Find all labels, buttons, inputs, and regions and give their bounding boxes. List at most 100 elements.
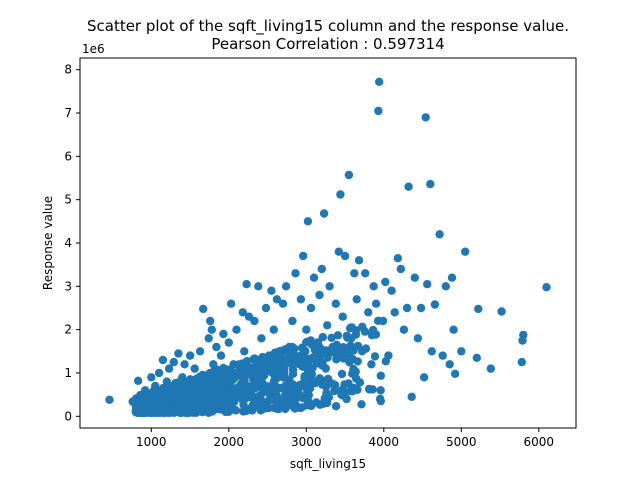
scatter-point	[151, 381, 160, 391]
cloud-point	[306, 362, 315, 372]
scatter-point	[384, 351, 393, 360]
cloud-point	[199, 384, 208, 393]
cloud-point	[288, 399, 297, 409]
cloud-point	[206, 385, 215, 394]
cloud-point	[201, 405, 211, 414]
x-tick-label: 2000	[214, 435, 245, 449]
scatter-point	[240, 347, 249, 356]
cloud-point	[368, 385, 377, 394]
cloud-point	[288, 365, 298, 374]
scatter-point	[402, 303, 412, 313]
y-axis-ticks: 0 1 2 3 4 5 6 7 8	[64, 63, 80, 423]
cloud-point	[261, 399, 271, 409]
cloud-point	[337, 347, 346, 356]
scatter-point	[269, 325, 278, 334]
cloud-point	[256, 406, 265, 415]
y-tick-label: 6	[64, 149, 72, 163]
scatter-point	[161, 399, 170, 408]
y-axis-multiplier: 1e6	[82, 42, 105, 56]
scatter-point	[472, 353, 481, 362]
x-tick-label: 1000	[136, 435, 167, 449]
scatter-point	[354, 256, 364, 265]
scatter-point	[374, 106, 383, 116]
scatter-point	[413, 334, 423, 343]
scatter-point	[131, 401, 140, 410]
x-tick-label: 4000	[369, 435, 400, 449]
scatter-point	[461, 247, 470, 256]
scatter-point	[291, 269, 300, 278]
scatter-point	[267, 286, 276, 295]
cloud-point	[342, 394, 351, 404]
scatter-point	[224, 338, 233, 347]
cloud-point	[248, 400, 258, 409]
cloud-point	[319, 399, 328, 408]
scatter-point	[302, 325, 311, 334]
cloud-point	[283, 357, 292, 366]
cloud-point	[376, 371, 385, 380]
scatter-point	[185, 351, 195, 360]
cloud-point	[301, 346, 310, 356]
scatter-point	[105, 395, 114, 404]
scatter-point	[259, 386, 268, 395]
scatter-point	[169, 357, 178, 367]
scatter-point	[178, 373, 187, 382]
scatter-point	[542, 283, 551, 292]
scatter-point	[364, 308, 373, 317]
cloud-point	[242, 357, 252, 366]
y-tick-label: 7	[64, 106, 72, 120]
scatter-point	[393, 254, 402, 263]
scatter-point	[334, 247, 343, 256]
cloud-point	[353, 357, 362, 366]
scatter-point	[281, 282, 291, 291]
y-tick-label: 1	[64, 366, 72, 380]
scatter-point	[216, 351, 226, 360]
scatter-point	[153, 401, 162, 410]
x-tick-label: 6000	[524, 435, 555, 449]
y-tick-label: 2	[64, 323, 72, 337]
scatter-point	[427, 347, 436, 356]
scatter-point	[381, 277, 390, 287]
cloud-point	[318, 332, 327, 342]
scatter-point	[207, 325, 216, 334]
cloud-point	[269, 376, 279, 386]
scatter-point	[407, 392, 416, 401]
scatter-point	[204, 334, 213, 343]
cloud-point	[137, 408, 146, 417]
cloud-point	[327, 379, 337, 388]
cloud-point	[209, 367, 219, 376]
scatter-point	[344, 170, 354, 180]
scatter-point	[375, 77, 384, 87]
scatter-point	[158, 355, 168, 365]
cloud-point	[267, 393, 277, 403]
scatter-point	[331, 299, 340, 308]
scatter-point	[497, 307, 506, 316]
cloud-point	[304, 397, 313, 406]
scatter-point	[517, 357, 526, 367]
scatter-point	[247, 364, 257, 373]
cloud-point	[321, 364, 330, 373]
cloud-point	[247, 386, 256, 395]
scatter-point	[441, 282, 450, 291]
cloud-point	[254, 369, 263, 379]
cloud-point	[346, 387, 355, 396]
scatter-point	[399, 325, 409, 334]
scatter-point	[315, 290, 324, 300]
scatter-point	[519, 330, 528, 340]
scatter-point	[423, 280, 432, 289]
scatter-point	[312, 351, 321, 360]
chart-subtitle: Pearson Correlation : 0.597314	[211, 35, 444, 53]
scatter-point	[257, 334, 266, 343]
scatter-point	[445, 360, 454, 369]
scatter-point	[426, 179, 435, 189]
scatter-point	[457, 347, 466, 356]
y-tick-label: 5	[64, 193, 72, 207]
y-tick-label: 4	[64, 236, 72, 250]
scatter-point	[272, 295, 282, 304]
scatter-point	[294, 355, 303, 365]
scatter-point	[219, 329, 228, 339]
scatter-point	[404, 182, 413, 191]
scatter-point	[229, 360, 238, 369]
scatter-point	[419, 373, 429, 382]
cloud-point	[241, 390, 250, 399]
cloud-point	[277, 399, 286, 409]
